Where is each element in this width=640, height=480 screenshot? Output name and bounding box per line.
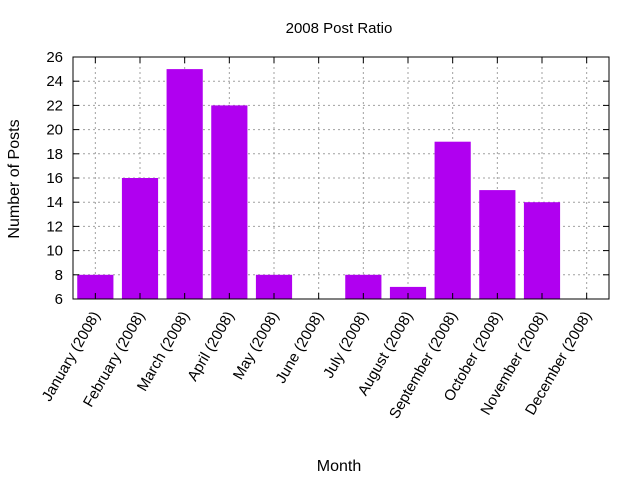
bar bbox=[523, 202, 561, 299]
y-tick-label: 26 bbox=[46, 49, 63, 66]
y-tick-label: 20 bbox=[46, 122, 63, 139]
y-tick-label: 8 bbox=[55, 267, 63, 284]
axis-ticks bbox=[73, 56, 609, 300]
bar bbox=[211, 105, 248, 300]
y-tick-label: 18 bbox=[46, 146, 63, 163]
x-axis-label: Month bbox=[317, 458, 361, 475]
bar bbox=[434, 141, 471, 299]
y-tick-label: 12 bbox=[46, 218, 63, 235]
y-tick-label: 24 bbox=[46, 73, 63, 90]
x-tick-labels: January (2008)February (2008)March (2008… bbox=[39, 308, 596, 421]
y-tick-label: 6 bbox=[55, 291, 63, 308]
y-tick-labels: 6 8 10 12 14 16 18 20 22 24 26 bbox=[46, 49, 63, 308]
y-tick-label: 14 bbox=[46, 194, 63, 211]
bars bbox=[77, 69, 561, 300]
y-tick-label: 16 bbox=[46, 170, 63, 187]
x-tick-label: May (2008) bbox=[230, 309, 283, 383]
chart-title: 2008 Post Ratio bbox=[286, 20, 393, 37]
bar bbox=[389, 286, 427, 299]
x-tick-label: July (2008) bbox=[320, 308, 372, 381]
y-tick-label: 10 bbox=[46, 243, 63, 260]
y-tick-label: 22 bbox=[46, 97, 63, 114]
bar bbox=[479, 190, 516, 299]
y-axis-label: Number of Posts bbox=[6, 119, 23, 238]
bar bbox=[166, 69, 203, 299]
bar bbox=[121, 178, 159, 299]
